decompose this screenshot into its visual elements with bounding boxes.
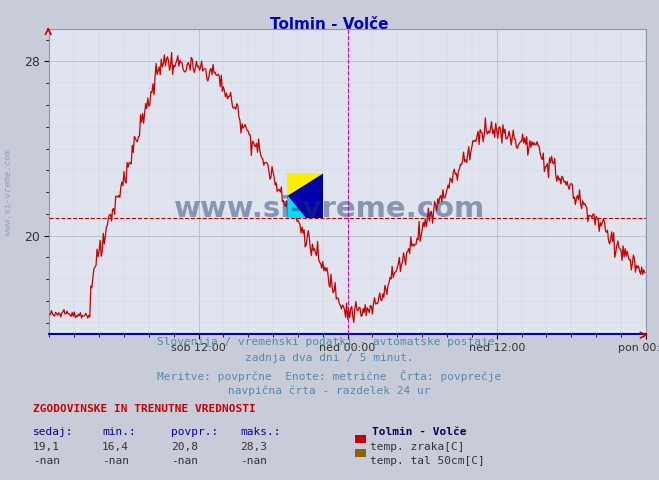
Text: temp. tal 50cm[C]: temp. tal 50cm[C] <box>370 456 485 466</box>
Polygon shape <box>287 173 323 218</box>
Text: Tolmin - Volče: Tolmin - Volče <box>270 17 389 32</box>
Text: www.si-vreme.com: www.si-vreme.com <box>4 149 13 235</box>
Text: Slovenija / vremenski podatki - avtomatske postaje.: Slovenija / vremenski podatki - avtomats… <box>158 337 501 347</box>
Text: Tolmin - Volče: Tolmin - Volče <box>372 427 467 437</box>
Text: ZGODOVINSKE IN TRENUTNE VREDNOSTI: ZGODOVINSKE IN TRENUTNE VREDNOSTI <box>33 404 256 414</box>
Text: min.:: min.: <box>102 427 136 437</box>
Text: temp. zraka[C]: temp. zraka[C] <box>370 442 465 452</box>
Text: 19,1: 19,1 <box>33 442 60 452</box>
Text: sedaj:: sedaj: <box>33 427 73 437</box>
Text: -nan: -nan <box>33 456 60 466</box>
Text: povpr.:: povpr.: <box>171 427 219 437</box>
Text: zadnja dva dni / 5 minut.: zadnja dva dni / 5 minut. <box>245 353 414 363</box>
Text: 28,3: 28,3 <box>241 442 268 452</box>
Text: navpična črta - razdelek 24 ur: navpična črta - razdelek 24 ur <box>228 386 431 396</box>
Text: -nan: -nan <box>171 456 198 466</box>
Text: www.si-vreme.com: www.si-vreme.com <box>174 195 485 223</box>
Polygon shape <box>287 173 323 196</box>
Polygon shape <box>287 196 304 218</box>
Text: -nan: -nan <box>241 456 268 466</box>
Polygon shape <box>287 196 304 218</box>
Text: 16,4: 16,4 <box>102 442 129 452</box>
Text: -nan: -nan <box>102 456 129 466</box>
Polygon shape <box>287 173 323 196</box>
Text: maks.:: maks.: <box>241 427 281 437</box>
Text: Meritve: povprčne  Enote: metrične  Črta: povprečje: Meritve: povprčne Enote: metrične Črta: … <box>158 370 501 382</box>
Polygon shape <box>287 173 323 218</box>
Text: 20,8: 20,8 <box>171 442 198 452</box>
